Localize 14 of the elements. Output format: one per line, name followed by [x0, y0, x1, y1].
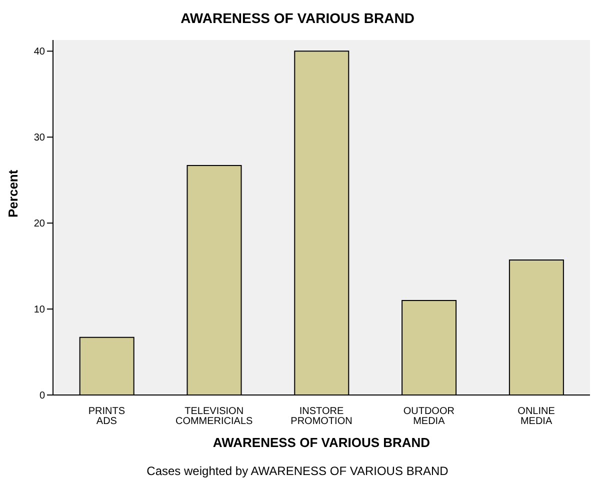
- x-tick-label: PRINTS ADS: [88, 406, 126, 428]
- y-tick-label: 10: [34, 304, 46, 316]
- text: Cases weighted by AWARENESS OF VARIOUS BRAND: [146, 464, 450, 478]
- x-axis-title: AWARENESS OF VARIOUS BRAND: [212, 435, 430, 450]
- x-tick-label: TELEVISION COMMERICIALS: [175, 406, 254, 428]
- x-tick-label: OUTDOOR MEDIA: [403, 406, 454, 428]
- y-tick-label: 40: [34, 46, 46, 58]
- y-axis-title: Percent: [6, 169, 21, 218]
- x-tick-label: ONLINE MEDIA: [518, 406, 556, 428]
- y-tick-label: 30: [34, 132, 46, 144]
- chart-title: AWARENESS OF VARIOUS BRAND: [180, 9, 416, 28]
- y-tick-label: 20: [34, 218, 46, 230]
- y-tick-label: 0: [39, 390, 46, 402]
- x-tick-label: INSTORE PROMOTION: [290, 406, 352, 428]
